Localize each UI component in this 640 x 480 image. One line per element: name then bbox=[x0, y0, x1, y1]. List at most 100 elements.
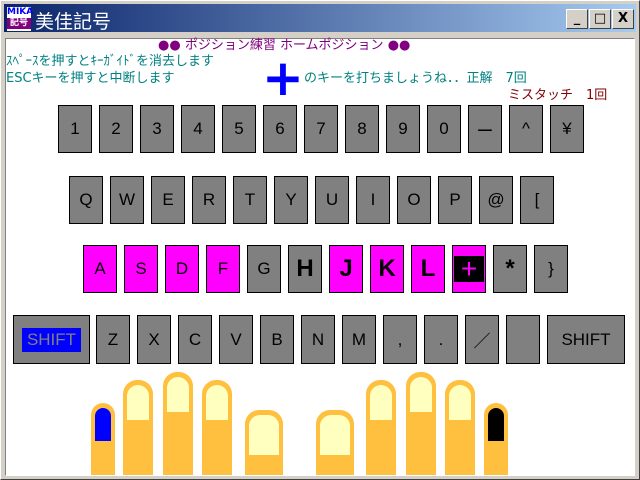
miss-count: ミスタッチ 1回 bbox=[508, 88, 608, 103]
key-K: K bbox=[370, 245, 404, 293]
key-2: 2 bbox=[99, 105, 133, 153]
key-I: I bbox=[356, 176, 390, 224]
key-label: [ bbox=[534, 190, 540, 209]
key-+: + bbox=[452, 245, 486, 293]
key-label: * bbox=[505, 255, 515, 282]
left-ring-finger bbox=[123, 380, 153, 475]
key-ー: ー bbox=[468, 105, 502, 153]
key-9: 9 bbox=[386, 105, 420, 153]
right-pinky-finger bbox=[484, 403, 508, 475]
key-O: O bbox=[397, 176, 431, 224]
key-label: K bbox=[378, 255, 396, 282]
key-SHIFT: SHIFT bbox=[547, 315, 625, 364]
key-A: A bbox=[83, 245, 117, 293]
key-6: 6 bbox=[263, 105, 297, 153]
key-label: O bbox=[407, 190, 421, 209]
key-label: J bbox=[339, 255, 353, 282]
key-label: Y bbox=[285, 190, 297, 209]
key-label: Z bbox=[107, 329, 119, 349]
key-label: @ bbox=[487, 190, 505, 209]
key-E: E bbox=[151, 176, 185, 224]
key-U: U bbox=[315, 176, 349, 224]
left-index-finger bbox=[202, 380, 232, 475]
key-label: 2 bbox=[111, 119, 121, 138]
key-label: R bbox=[202, 190, 216, 209]
key-C: C bbox=[178, 315, 212, 364]
right-pinky-nail bbox=[488, 408, 504, 441]
target-key-indicator: + bbox=[262, 49, 304, 107]
key-5: 5 bbox=[222, 105, 256, 153]
key-label: M bbox=[351, 329, 367, 349]
key-label: A bbox=[94, 259, 106, 278]
right-ring-finger bbox=[445, 380, 475, 475]
left-middle-finger bbox=[163, 372, 193, 475]
key-label: ／ bbox=[473, 332, 491, 351]
title-bar[interactable]: MIKA 記号 美佳記号 _ □ X bbox=[4, 4, 636, 33]
key-label: P bbox=[449, 190, 461, 209]
key-label: E bbox=[162, 190, 174, 209]
key-label: B bbox=[271, 329, 283, 349]
key-label: . bbox=[438, 329, 444, 349]
key-*: * bbox=[493, 245, 527, 293]
close-button[interactable]: X bbox=[612, 9, 634, 29]
key-X: X bbox=[137, 315, 171, 364]
right-thumb-nail bbox=[320, 415, 350, 455]
key-M: M bbox=[342, 315, 376, 364]
key-label: N bbox=[311, 329, 325, 349]
key-label: H bbox=[296, 255, 314, 282]
key-label: 7 bbox=[316, 119, 326, 138]
key-label: X bbox=[148, 329, 160, 349]
key-label: S bbox=[135, 259, 147, 278]
key-G: G bbox=[247, 245, 281, 293]
left-index-nail bbox=[206, 385, 228, 420]
key-label: I bbox=[370, 190, 376, 209]
key-label: ¥ bbox=[562, 119, 572, 138]
key-[: [ bbox=[520, 176, 554, 224]
prompt-and-correct-count: のキーを打ちましょうね．．正解 7回 bbox=[304, 71, 527, 86]
key-label: } bbox=[548, 259, 554, 278]
right-thumb-finger bbox=[316, 410, 354, 475]
key-H: H bbox=[288, 245, 322, 293]
key-B: B bbox=[260, 315, 294, 364]
minimize-button[interactable]: _ bbox=[566, 9, 588, 29]
key-T: T bbox=[233, 176, 267, 224]
key-label: 8 bbox=[357, 119, 367, 138]
key-label: + bbox=[454, 253, 484, 284]
key-label: D bbox=[175, 259, 189, 278]
left-pinky-finger bbox=[91, 403, 115, 475]
key-label: Q bbox=[79, 190, 93, 209]
key-label: 5 bbox=[234, 119, 244, 138]
key-／: ／ bbox=[465, 315, 499, 364]
key-8: 8 bbox=[345, 105, 379, 153]
key-L: L bbox=[411, 245, 445, 293]
key-.: . bbox=[424, 315, 458, 364]
left-pinky-nail bbox=[95, 408, 111, 441]
key-V: V bbox=[219, 315, 253, 364]
key-W: W bbox=[110, 176, 144, 224]
key-label: U bbox=[325, 190, 339, 209]
key-,: , bbox=[383, 315, 417, 364]
key-}: } bbox=[534, 245, 568, 293]
key-label: 0 bbox=[439, 119, 449, 138]
key-blank bbox=[506, 315, 540, 364]
right-index-finger bbox=[366, 380, 396, 475]
hint-esc: ESCキーを押すと中断します bbox=[6, 71, 175, 86]
right-middle-nail bbox=[410, 377, 432, 412]
key-J: J bbox=[329, 245, 363, 293]
key-1: 1 bbox=[58, 105, 92, 153]
key-label: SHIFT bbox=[561, 329, 611, 349]
key-label: F bbox=[217, 259, 229, 278]
key-P: P bbox=[438, 176, 472, 224]
right-middle-finger bbox=[406, 372, 436, 475]
key-label: ^ bbox=[522, 119, 530, 138]
maximize-button[interactable]: □ bbox=[589, 9, 611, 29]
app-logo-icon: MIKA 記号 bbox=[7, 7, 33, 31]
key-label: 6 bbox=[275, 119, 285, 138]
left-thumb-nail bbox=[249, 415, 279, 455]
hint-space: ｽﾍﾟｰｽを押すとｷｰｶﾞｲﾄﾞを消去します bbox=[6, 54, 215, 69]
window-title: 美佳記号 bbox=[35, 11, 112, 33]
key-label: V bbox=[230, 329, 242, 349]
key-N: N bbox=[301, 315, 335, 364]
key-label: C bbox=[188, 329, 202, 349]
key-Q: Q bbox=[69, 176, 103, 224]
